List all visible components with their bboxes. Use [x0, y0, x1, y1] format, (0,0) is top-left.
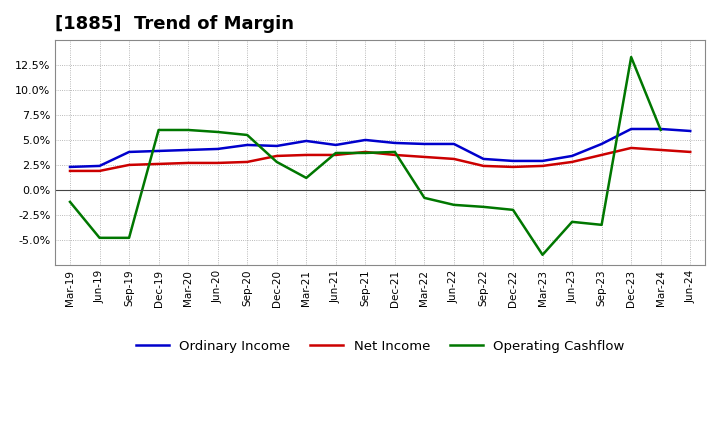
Net Income — [449, 156, 458, 161]
Ordinary Income — [95, 163, 104, 169]
Operating Cashflow — [390, 149, 399, 154]
Ordinary Income — [627, 126, 636, 132]
Ordinary Income — [154, 148, 163, 154]
Net Income — [657, 147, 665, 153]
Operating Cashflow — [125, 235, 133, 241]
Net Income — [627, 145, 636, 150]
Ordinary Income — [331, 142, 340, 147]
Net Income — [420, 154, 428, 160]
Ordinary Income — [125, 149, 133, 154]
Ordinary Income — [598, 141, 606, 147]
Line: Net Income: Net Income — [70, 148, 690, 171]
Net Income — [361, 149, 369, 154]
Operating Cashflow — [184, 127, 192, 132]
Operating Cashflow — [509, 207, 518, 213]
Operating Cashflow — [272, 159, 281, 165]
Ordinary Income — [213, 147, 222, 152]
Ordinary Income — [361, 137, 369, 143]
Ordinary Income — [272, 143, 281, 149]
Line: Ordinary Income: Ordinary Income — [70, 129, 690, 167]
Ordinary Income — [686, 128, 695, 134]
Ordinary Income — [449, 141, 458, 147]
Operating Cashflow — [302, 175, 310, 180]
Net Income — [390, 152, 399, 158]
Operating Cashflow — [657, 127, 665, 132]
Net Income — [272, 153, 281, 158]
Net Income — [598, 152, 606, 158]
Ordinary Income — [480, 156, 488, 161]
Net Income — [243, 159, 251, 165]
Net Income — [539, 163, 547, 169]
Net Income — [686, 149, 695, 154]
Ordinary Income — [243, 142, 251, 147]
Operating Cashflow — [449, 202, 458, 208]
Legend: Ordinary Income, Net Income, Operating Cashflow: Ordinary Income, Net Income, Operating C… — [130, 334, 630, 358]
Ordinary Income — [390, 140, 399, 146]
Ordinary Income — [184, 147, 192, 153]
Net Income — [184, 160, 192, 165]
Operating Cashflow — [213, 129, 222, 135]
Operating Cashflow — [480, 204, 488, 209]
Ordinary Income — [657, 126, 665, 132]
Operating Cashflow — [361, 150, 369, 156]
Net Income — [302, 152, 310, 158]
Line: Operating Cashflow: Operating Cashflow — [70, 57, 661, 255]
Ordinary Income — [509, 158, 518, 164]
Ordinary Income — [302, 138, 310, 143]
Operating Cashflow — [539, 252, 547, 257]
Net Income — [480, 163, 488, 169]
Ordinary Income — [66, 164, 74, 169]
Operating Cashflow — [95, 235, 104, 241]
Operating Cashflow — [627, 55, 636, 60]
Operating Cashflow — [331, 150, 340, 156]
Operating Cashflow — [598, 222, 606, 227]
Operating Cashflow — [66, 199, 74, 205]
Operating Cashflow — [568, 219, 577, 224]
Ordinary Income — [420, 141, 428, 147]
Operating Cashflow — [154, 127, 163, 132]
Ordinary Income — [539, 158, 547, 164]
Net Income — [125, 162, 133, 168]
Net Income — [509, 164, 518, 169]
Net Income — [95, 168, 104, 173]
Net Income — [154, 161, 163, 167]
Operating Cashflow — [243, 132, 251, 138]
Net Income — [331, 152, 340, 158]
Text: [1885]  Trend of Margin: [1885] Trend of Margin — [55, 15, 294, 33]
Ordinary Income — [568, 153, 577, 158]
Net Income — [568, 159, 577, 165]
Operating Cashflow — [420, 195, 428, 201]
Net Income — [66, 168, 74, 173]
Net Income — [213, 160, 222, 165]
